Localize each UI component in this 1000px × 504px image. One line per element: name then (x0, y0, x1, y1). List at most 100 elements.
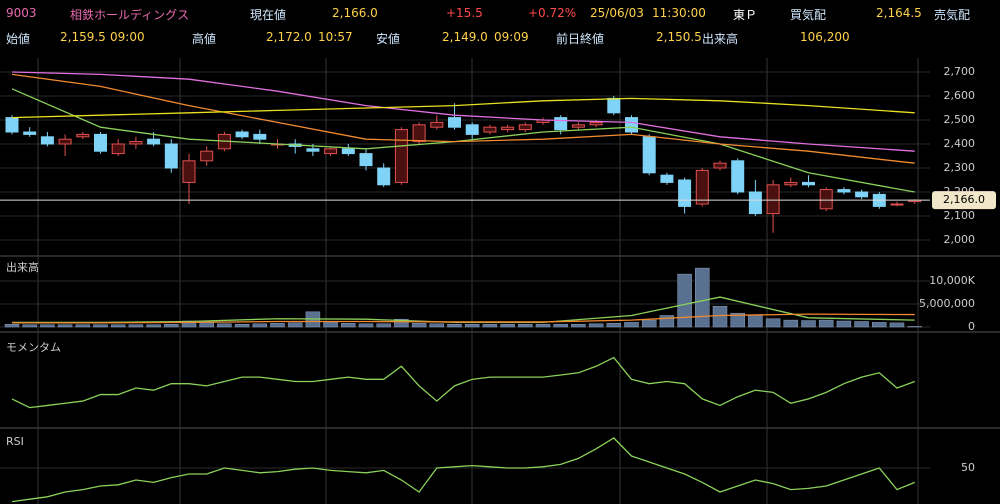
volume-bar (287, 322, 303, 328)
y-tick-label: 10,000K (929, 274, 975, 287)
volume-bar (500, 323, 515, 328)
candle (731, 160, 745, 193)
candle (855, 191, 869, 198)
candle (501, 126, 515, 131)
volume-bar (606, 323, 622, 328)
candle (518, 124, 532, 131)
candle (642, 136, 656, 174)
candle (306, 148, 320, 152)
label: 出来高 (702, 32, 739, 46)
volume-bar (40, 324, 55, 328)
candle (182, 160, 196, 183)
volume-bar (659, 315, 675, 328)
y-tick-label: 0 (968, 320, 975, 333)
candle (819, 189, 833, 210)
candle (660, 174, 674, 183)
volume-bar (57, 324, 73, 328)
volume-bar (836, 320, 852, 328)
panel-title: モメンタム (6, 341, 61, 354)
candle (465, 124, 479, 135)
line (11, 437, 915, 503)
price: 2,166.0 (332, 6, 378, 20)
label: 前日終値 (556, 32, 605, 46)
volume-bar (765, 318, 781, 328)
panel-title: RSI (6, 435, 24, 448)
volume-bar (341, 323, 356, 328)
open-time: 09:00 (110, 30, 145, 44)
candle (483, 126, 497, 133)
market: 東Ｐ (733, 8, 758, 22)
volume-bar (358, 323, 374, 328)
volume-bar (730, 312, 745, 328)
volume-bar (854, 321, 869, 328)
volume-bar (588, 323, 604, 328)
candle (695, 169, 709, 205)
candle (802, 181, 815, 186)
code: 9003 (6, 6, 37, 20)
candle (430, 121, 444, 128)
volume-bar (889, 322, 905, 328)
moving-average (11, 97, 915, 119)
volume-bar (872, 322, 887, 328)
y-tick-label: 2,000 (944, 233, 976, 246)
high: 2,172.0 (266, 30, 312, 44)
volume-bar (482, 323, 498, 328)
volume-bar (695, 267, 710, 328)
volume-bar (447, 323, 462, 328)
candle (448, 117, 461, 128)
candle (164, 143, 178, 169)
panel-title: 出来高 (6, 260, 39, 274)
volume-bar (571, 323, 586, 328)
y-tick-label: 2,700 (944, 65, 976, 78)
volume-bar (553, 323, 568, 328)
date: 25/06/03 (590, 6, 644, 20)
candle (147, 138, 161, 145)
volume-bar (110, 324, 126, 328)
candle (837, 189, 851, 193)
volume-bar (429, 323, 445, 328)
volume-bar (801, 320, 816, 328)
candle (890, 203, 904, 206)
candle (377, 167, 391, 186)
volume-bar (164, 323, 179, 328)
low-time: 09:09 (494, 30, 529, 44)
volume-bar (624, 322, 639, 328)
label: 買気配 (790, 8, 827, 22)
candle (394, 129, 408, 183)
candle (625, 117, 638, 133)
candle (412, 124, 426, 143)
volume-bar (234, 323, 250, 328)
candle (94, 133, 107, 152)
volume-bar (75, 324, 91, 328)
candle (324, 148, 338, 155)
candle (571, 124, 585, 128)
volume-bar (323, 321, 338, 328)
candle (554, 117, 568, 131)
candle (766, 184, 780, 215)
volume-bar (518, 323, 533, 328)
change-pct: +0.72% (528, 6, 577, 20)
label: 安値 (376, 32, 401, 46)
price-tag (932, 191, 996, 210)
candle (235, 131, 249, 138)
candle (76, 133, 90, 138)
volume-bar (128, 324, 144, 328)
candle (40, 136, 54, 145)
moving-average (11, 73, 915, 164)
volume-bar (376, 323, 391, 328)
label: 始値 (6, 32, 31, 46)
volume-bar (252, 323, 268, 328)
bid: 2,164.5 (876, 6, 922, 20)
candle (5, 117, 19, 133)
volume-bar (4, 323, 20, 328)
volume-bar (22, 324, 37, 328)
candle (359, 153, 373, 167)
volume: 106,200 (800, 30, 850, 44)
candle (23, 131, 37, 135)
candle (58, 138, 72, 145)
candle (713, 162, 727, 169)
time: 11:30:00 (652, 6, 706, 20)
candle (111, 143, 125, 155)
